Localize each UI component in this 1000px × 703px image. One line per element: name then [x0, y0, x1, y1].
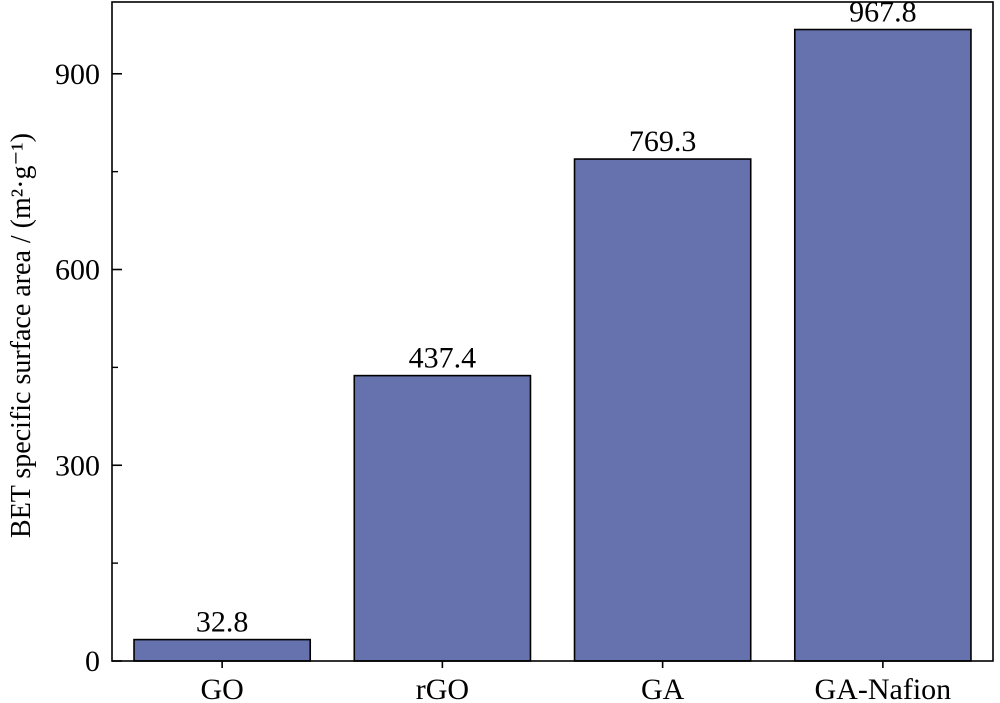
- bar-value-label: 967.8: [849, 0, 917, 29]
- y-axis-title: BET specific surface area / (m²·g⁻¹): [6, 133, 37, 538]
- y-tick-label: 600: [55, 254, 100, 287]
- x-axis-ticks: GO rGO GA GA-Nafion: [200, 661, 951, 703]
- bar-ga-nafion: [793, 28, 972, 662]
- y-tick-label: 900: [55, 58, 100, 91]
- bar-value-label: 437.4: [409, 342, 477, 375]
- bar-value-label: 769.3: [629, 125, 697, 158]
- x-tick-label: GO: [200, 673, 243, 703]
- bar-ga: [573, 158, 752, 662]
- bar-go: [133, 638, 312, 662]
- x-tick-label: rGO: [416, 673, 469, 703]
- y-tick-label: 0: [85, 645, 100, 678]
- bar-rgo: [353, 374, 532, 662]
- x-tick-label: GA-Nafion: [815, 673, 952, 703]
- y-tick-label: 300: [55, 449, 100, 482]
- x-tick-label: GA: [641, 673, 685, 703]
- bar-value-label: 32.8: [196, 606, 249, 639]
- bars-group: [133, 28, 972, 662]
- plot-frame: [111, 1, 994, 662]
- bar-labels-group: 32.8 437.4 769.3 967.8: [196, 0, 917, 639]
